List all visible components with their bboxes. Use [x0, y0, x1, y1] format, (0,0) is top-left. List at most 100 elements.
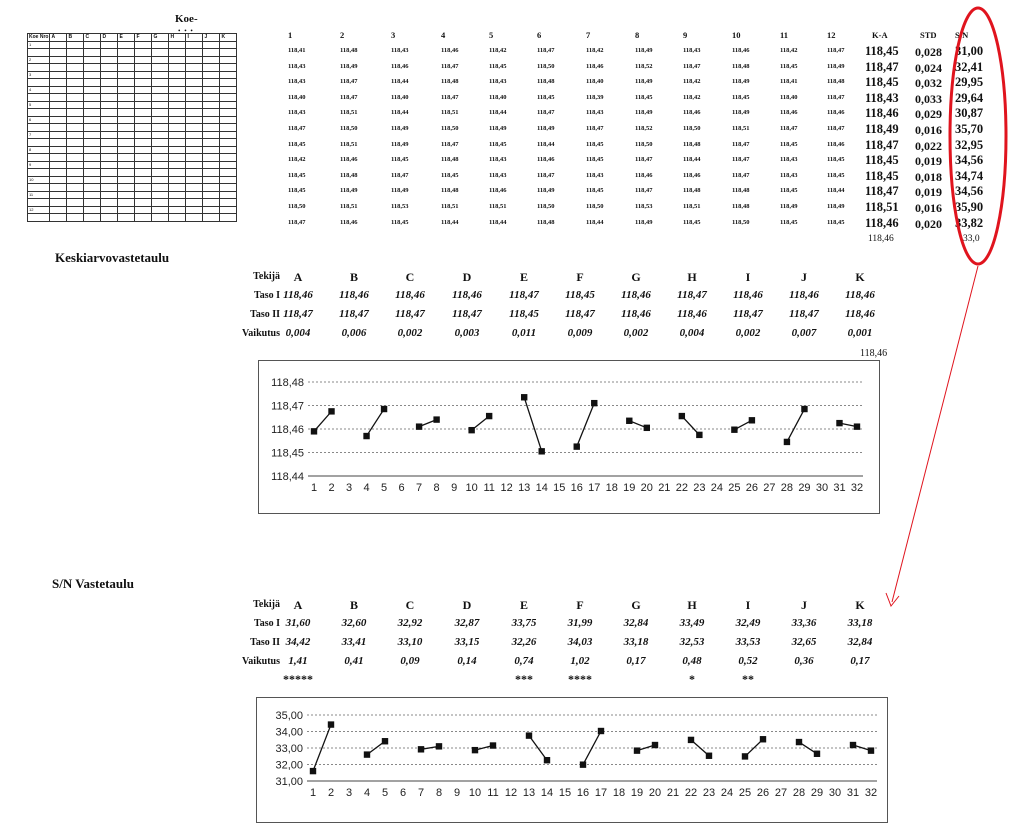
- sn-row-label-effect: Vaikutus: [242, 656, 280, 667]
- measurement-column-header: 5: [489, 30, 494, 40]
- measurement-cell: 118,51: [340, 140, 358, 148]
- mini-table-title: Koe-: [175, 13, 198, 25]
- x-tick-label: 16: [571, 482, 583, 494]
- mean-level2-cell: 118,47: [339, 308, 369, 320]
- mini-table-dots: • • •: [178, 27, 194, 35]
- measurement-cell: 118,53: [635, 203, 653, 210]
- x-tick-label: 23: [703, 787, 715, 799]
- x-tick-label: 6: [400, 787, 406, 799]
- mean-level1-cell: 118,46: [845, 289, 875, 301]
- measurement-cell: 118,45: [827, 171, 845, 179]
- measurement-cell: 118,45: [780, 187, 798, 195]
- mean-row-label-level2: Taso II: [250, 309, 280, 320]
- x-tick-label: 27: [763, 482, 775, 494]
- measurement-cell: 118,53: [391, 203, 409, 210]
- x-tick-label: 22: [676, 482, 688, 494]
- mean-table-grand-mean: 118,46: [860, 348, 888, 359]
- measurement-cell: 118,45: [586, 156, 604, 164]
- data-point-marker: [485, 412, 493, 420]
- measurement-mean-cell: 118,45: [865, 44, 899, 58]
- experiment-table-row: 5: [26, 100, 238, 109]
- measurement-cell: 118,46: [635, 171, 653, 179]
- measurement-column-header: 10: [732, 30, 741, 40]
- experiment-table: Koe Nro A B C D E F G H I J K 1 2 3 4 5 6 7 8 9 10 11 12: [26, 33, 238, 222]
- measurement-cell: 118,42: [683, 93, 701, 101]
- measurement-sn-mean: 33,0: [963, 234, 980, 244]
- measurement-column-header: K-A: [872, 30, 888, 40]
- mean-row-label-level1: Taso I: [253, 290, 280, 301]
- measurement-cell: 118,48: [340, 47, 358, 54]
- measurement-cell: 118,45: [586, 140, 604, 148]
- measurement-cell: 118,48: [537, 78, 555, 86]
- sn-effect-cell: 0,74: [514, 655, 534, 667]
- mean-level1-cell: 118,46: [789, 289, 819, 301]
- measurement-cell: 118,42: [288, 156, 306, 164]
- measurement-cell: 118,48: [537, 218, 555, 226]
- x-tick-label: 30: [829, 787, 841, 799]
- measurement-cell: 118,46: [340, 156, 358, 164]
- mean-level1-cell: 118,47: [677, 289, 707, 301]
- mean-row-label-factor: Tekijä: [253, 271, 280, 282]
- mean-effect-cell: 0,007: [791, 327, 817, 339]
- data-point-marker: [687, 736, 695, 744]
- measurement-cell: 118,50: [340, 125, 358, 132]
- x-tick-label: 26: [746, 482, 758, 494]
- measurement-cell: 118,48: [441, 78, 459, 86]
- x-tick-label: 2: [328, 787, 334, 799]
- measurement-cell: 118,43: [391, 47, 409, 54]
- measurement-cell: 118,40: [288, 93, 306, 101]
- measurement-cell: 118,43: [489, 171, 507, 179]
- measurement-cell: 118,44: [683, 156, 701, 164]
- measurement-cell: 118,43: [288, 62, 306, 70]
- data-point-marker: [433, 416, 440, 423]
- x-tick-label: 29: [811, 787, 823, 799]
- measurement-sn-cell: 29,95: [955, 75, 984, 90]
- sn-column-highlight-ellipse: [948, 6, 1008, 266]
- measurement-sn-cell: 34,56: [955, 153, 984, 168]
- sn-effect-cell: 0,41: [344, 655, 364, 667]
- measurement-mean-cell: 118,46: [865, 215, 899, 230]
- measurement-cell: 118,49: [391, 125, 409, 132]
- measurement-cell: 118,51: [441, 203, 459, 210]
- mean-effect-cell: 0,002: [623, 327, 649, 339]
- measurement-cell: 118,47: [340, 78, 358, 86]
- measurement-cell: 118,45: [391, 156, 409, 164]
- measurement-cell: 118,47: [537, 47, 555, 54]
- x-tick-label: 13: [518, 482, 530, 494]
- measurement-cell: 118,46: [489, 187, 507, 195]
- mean-factor-cell: K: [855, 270, 865, 284]
- series-line-segment: [582, 730, 602, 765]
- x-tick-label: 3: [346, 787, 352, 799]
- measurement-cell: 118,48: [441, 187, 459, 195]
- x-tick-label: 15: [559, 787, 571, 799]
- data-point-marker: [417, 746, 425, 753]
- sn-level2-cell: 34,03: [567, 636, 593, 648]
- measurement-cell: 118,46: [340, 218, 358, 226]
- measurement-cell: 118,47: [827, 125, 845, 132]
- series-line-segment: [313, 410, 333, 432]
- measurement-cell: 118,50: [586, 203, 604, 210]
- x-tick-label: 10: [466, 482, 478, 494]
- measurement-cell: 118,44: [537, 140, 555, 148]
- mean-effect-cell: 0,002: [735, 327, 761, 339]
- y-tick-label: 118,45: [271, 448, 304, 460]
- x-tick-label: 18: [613, 787, 625, 799]
- measurement-mean-cell: 118,47: [865, 184, 899, 199]
- measurement-cell: 118,46: [780, 109, 798, 117]
- x-tick-label: 2: [328, 482, 334, 494]
- mean-level1-cell: 118,47: [509, 289, 539, 301]
- measurement-cell: 118,51: [441, 109, 459, 117]
- x-tick-label: 8: [436, 787, 442, 799]
- y-tick-label: 34,00: [275, 727, 303, 739]
- sn-level2-cell: 33,15: [454, 636, 480, 648]
- x-tick-label: 28: [793, 787, 805, 799]
- mean-effect-cell: 0,001: [847, 327, 873, 339]
- measurement-cell: 118,43: [780, 171, 798, 179]
- measurement-cell: 118,50: [537, 203, 555, 210]
- experiment-table-row: 11: [26, 190, 238, 199]
- y-tick-label: 118,46: [271, 424, 304, 436]
- measurement-cell: 118,49: [732, 109, 750, 117]
- sn-level2-cell: 33,18: [623, 636, 649, 648]
- data-point-marker: [867, 747, 875, 754]
- measurement-sn-cell: 32,95: [955, 137, 984, 152]
